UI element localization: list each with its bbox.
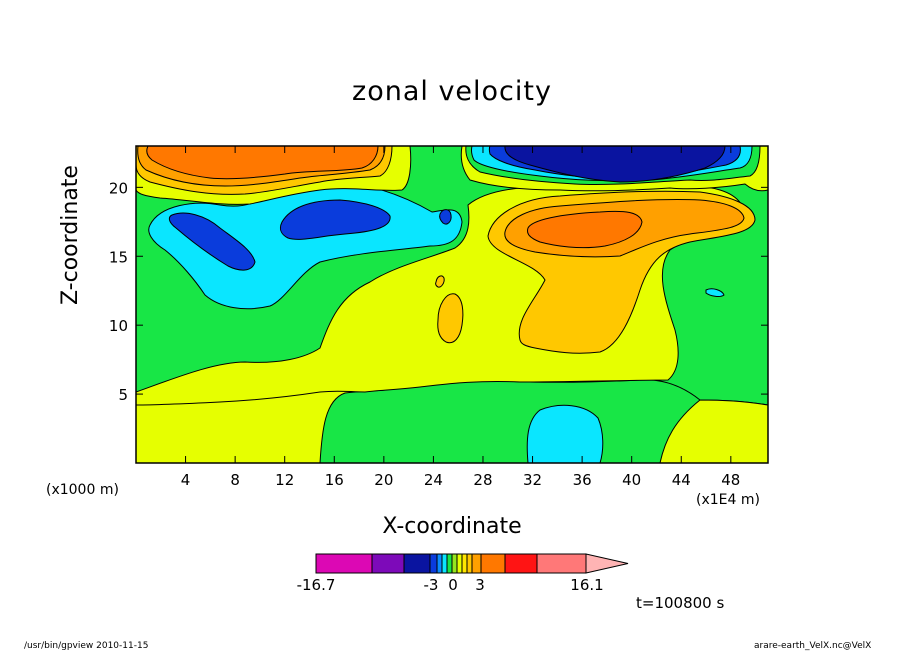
colorbar-segment [429, 553, 438, 574]
colorbar-segment [456, 553, 463, 574]
colorbar: -16.7 -3 0 3 16.1 [297, 553, 629, 594]
x-axis-label: X-coordinate [382, 514, 522, 539]
colorbar-segment [436, 553, 443, 574]
x-tick-label: 28 [473, 471, 492, 489]
footer-command-label: /usr/bin/gpview 2010-11-15 [24, 641, 149, 651]
x-tick-label: 48 [721, 471, 740, 489]
contour-region-darkorange-right [527, 210, 643, 249]
x-axis-ticks: 4 8 12 16 20 24 28 32 36 40 44 48 [181, 146, 740, 489]
colorbar-segment [471, 553, 482, 574]
colorbar-segment [504, 553, 538, 574]
colorbar-segment [461, 553, 468, 574]
y-axis-ticks: 5 10 15 20 [109, 179, 768, 404]
colorbar-segment [536, 553, 587, 574]
contour-region-blue-small [439, 209, 452, 225]
x-tick-label: 44 [672, 471, 691, 489]
contour-region-cyan-tiny-right [705, 288, 725, 297]
y-tick-label: 15 [109, 248, 128, 266]
x-tick-label: 36 [573, 471, 592, 489]
x-tick-label: 32 [523, 471, 542, 489]
y-tick-label: 5 [118, 386, 128, 404]
colorbar-segment [441, 553, 448, 574]
x-tick-label: 20 [374, 471, 393, 489]
contour-region-navy-top-right [504, 146, 726, 183]
colorbar-label: 16.1 [570, 576, 603, 594]
contour-region-blue-left [168, 212, 256, 271]
contour-region-gold-tiny-center [435, 275, 445, 288]
colorbar-segment [403, 553, 431, 574]
colorbar-segment [451, 553, 458, 574]
contour-region-darkorange-top-left [146, 146, 379, 180]
x-scale-label: (x1E4 m) [696, 492, 760, 508]
y-axis-label: Z-coordinate [58, 165, 83, 305]
contour-region-blue-mid [279, 199, 391, 240]
y-scale-label: (x1000 m) [46, 482, 119, 498]
y-tick-label: 20 [109, 179, 128, 197]
x-tick-label: 24 [424, 471, 443, 489]
x-tick-label: 8 [230, 471, 240, 489]
x-tick-label: 4 [181, 471, 191, 489]
x-tick-label: 40 [622, 471, 641, 489]
colorbar-segment [585, 553, 629, 574]
colorbar-segment [315, 553, 373, 574]
x-tick-label: 12 [275, 471, 294, 489]
colorbar-label: 3 [475, 576, 485, 594]
time-label: t=100800 s [636, 594, 725, 612]
y-tick-label: 10 [109, 317, 128, 335]
colorbar-segment [371, 553, 405, 574]
contour-region-cyan-bottom [526, 404, 604, 463]
contour-region-yellow-bottom-right [659, 399, 768, 463]
colorbar-label: 0 [448, 576, 458, 594]
colorbar-segment [446, 553, 453, 574]
x-tick-label: 16 [325, 471, 344, 489]
colorbar-label: -3 [424, 576, 439, 594]
contour-fills [136, 146, 768, 463]
chart-title: zonal velocity [352, 76, 552, 107]
footer-file-label: arare-earth_VelX.nc@VelX [754, 641, 872, 651]
colorbar-segment [466, 553, 473, 574]
plot-frame [135, 145, 769, 464]
colorbar-label: -16.7 [297, 576, 336, 594]
colorbar-segment [480, 553, 506, 574]
contour-region-gold-small-center [437, 293, 464, 344]
